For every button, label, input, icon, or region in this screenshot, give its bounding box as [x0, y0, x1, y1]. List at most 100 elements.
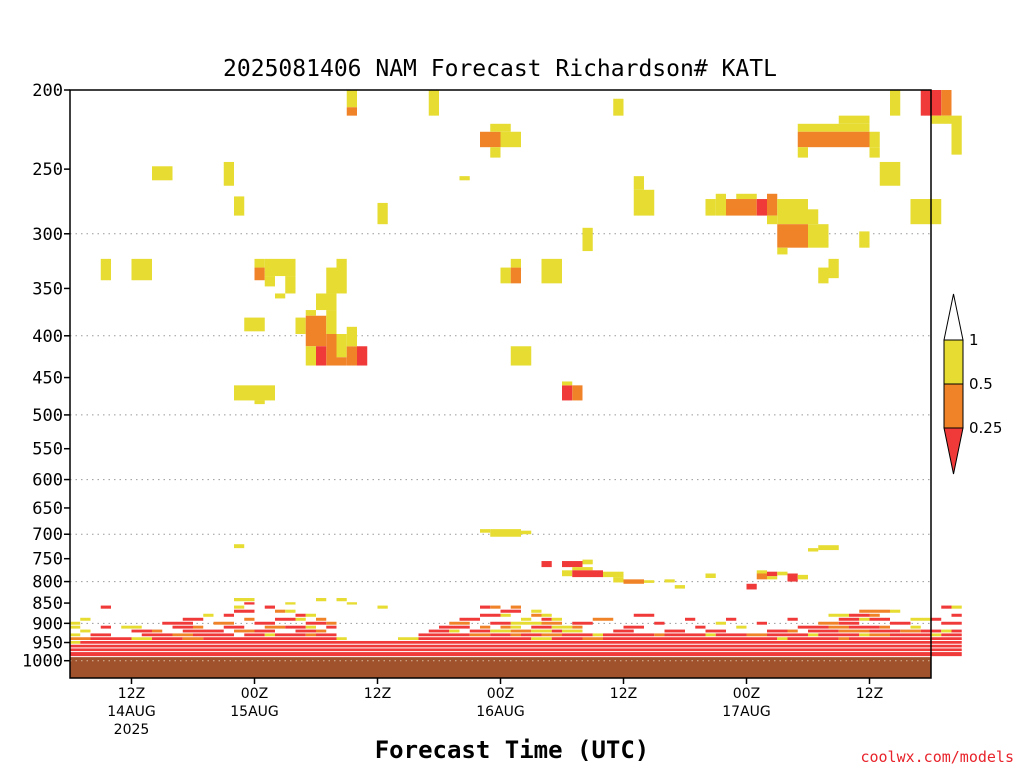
- ri-pbl-cell: [152, 637, 183, 641]
- ri-pbl-cell: [490, 629, 511, 633]
- ri-cell: [572, 570, 603, 578]
- ri-cell: [572, 385, 583, 401]
- ri-cell: [951, 115, 962, 155]
- ri-pbl-cell: [346, 602, 357, 605]
- ri-pbl-cell: [121, 625, 142, 629]
- ri-cell: [541, 258, 562, 284]
- ri-pbl-cell: [592, 617, 614, 621]
- ri-pbl-cell: [305, 613, 316, 617]
- ri-pbl-cell: [941, 629, 952, 633]
- ri-cell: [326, 334, 337, 366]
- ri-pbl-cell: [890, 609, 901, 613]
- ri-pbl-cell: [849, 637, 962, 641]
- ri-cell: [767, 215, 778, 225]
- y-tick-label: 350: [32, 279, 63, 299]
- ri-pbl-cell: [838, 637, 849, 641]
- ri-pbl-cell: [654, 621, 665, 625]
- ri-cell: [808, 209, 819, 225]
- y-tick-label: 250: [32, 160, 63, 180]
- ri-pbl-cell: [879, 625, 890, 629]
- x-tick-label: 00Z: [487, 686, 514, 702]
- ri-pbl-cell: [910, 625, 921, 629]
- ri-pbl-cell: [480, 625, 491, 629]
- ri-pbl-cell: [295, 617, 306, 621]
- ri-pbl-cell: [90, 637, 132, 641]
- ri-cell: [131, 258, 152, 281]
- ri-cell: [736, 193, 757, 200]
- ri-pbl-cell: [859, 609, 890, 613]
- ri-pbl-cell: [305, 633, 316, 637]
- ri-pbl-cell: [818, 621, 839, 625]
- ri-cell: [100, 258, 111, 281]
- ri-cell: [521, 530, 532, 535]
- ri-pbl-cell: [100, 625, 111, 629]
- ri-pbl-cell: [152, 629, 163, 633]
- ri-pbl-cell: [295, 629, 316, 633]
- ri-pbl-cell: [254, 621, 275, 625]
- ri-pbl-cell: [890, 621, 911, 625]
- ri-cell: [756, 573, 767, 580]
- ri-pbl-cell: [521, 633, 542, 637]
- ri-pbl-cell: [541, 617, 552, 621]
- ri-cell: [756, 570, 767, 574]
- y-tick-label: 400: [32, 327, 63, 347]
- ri-cell: [633, 189, 655, 216]
- ri-pbl-cell: [244, 602, 255, 605]
- ri-cell: [613, 577, 624, 583]
- y-tick-label: 700: [32, 525, 63, 545]
- ri-pbl-cell: [541, 633, 562, 637]
- ri-pbl-cell: [869, 633, 890, 637]
- ri-pbl-cell: [131, 637, 152, 641]
- ri-cell: [767, 571, 778, 577]
- ri-pbl-cell: [551, 637, 583, 641]
- ri-pbl-cell: [828, 625, 849, 629]
- ri-pbl-cell: [490, 621, 511, 625]
- ri-pbl-cell: [275, 617, 296, 621]
- ri-pbl-cell: [521, 617, 532, 621]
- ri-cell: [326, 310, 337, 335]
- ri-cell: [910, 199, 942, 225]
- ri-cell: [777, 199, 808, 225]
- ri-pbl-cell: [490, 633, 511, 637]
- ri-pbl-cell: [80, 617, 91, 621]
- ri-pbl-cell: [664, 633, 706, 637]
- ri-pbl-cell: [70, 633, 81, 637]
- ri-pbl-cell: [500, 625, 511, 629]
- legend-label: 0.25: [969, 419, 1002, 437]
- ri-pbl-cell: [715, 621, 726, 625]
- ri-cell: [562, 561, 583, 568]
- y-tick-label: 900: [32, 614, 63, 634]
- ri-pbl-cell: [838, 617, 860, 621]
- y-tick-label: 500: [32, 406, 63, 426]
- ri-pbl-cell: [541, 621, 562, 625]
- ri-cell: [254, 400, 265, 405]
- ri-pbl-cell: [859, 617, 870, 621]
- ri-pbl-cell: [377, 605, 388, 609]
- ri-cell: [459, 176, 470, 181]
- ri-pbl-cell: [428, 629, 450, 633]
- ri-pbl-cell: [70, 641, 81, 644]
- ri-pbl-cell: [551, 617, 562, 621]
- ri-cell: [715, 193, 726, 216]
- ri-pbl-cell: [818, 633, 860, 637]
- ri-pbl-cell: [736, 625, 747, 629]
- ri-pbl-cell: [100, 605, 111, 609]
- ri-pbl-cell: [941, 605, 952, 609]
- ri-pbl-cell: [767, 629, 788, 633]
- ri-pbl-cell: [418, 633, 470, 637]
- ri-pbl-cell: [808, 633, 819, 637]
- ri-pbl-cell: [172, 633, 193, 637]
- ri-cell: [285, 276, 296, 294]
- ri-pbl-cell: [849, 625, 880, 629]
- ri-cell: [254, 258, 265, 268]
- ri-cell: [377, 202, 388, 225]
- ri-cell: [316, 293, 337, 311]
- ri-cell: [510, 267, 521, 284]
- ri-pbl-cell: [510, 621, 542, 625]
- ri-pbl-cell: [244, 617, 255, 621]
- ri-pbl-cell: [234, 598, 255, 602]
- ri-pbl-cell: [838, 629, 870, 633]
- ri-cell: [879, 161, 901, 186]
- ri-pbl-cell: [562, 629, 583, 633]
